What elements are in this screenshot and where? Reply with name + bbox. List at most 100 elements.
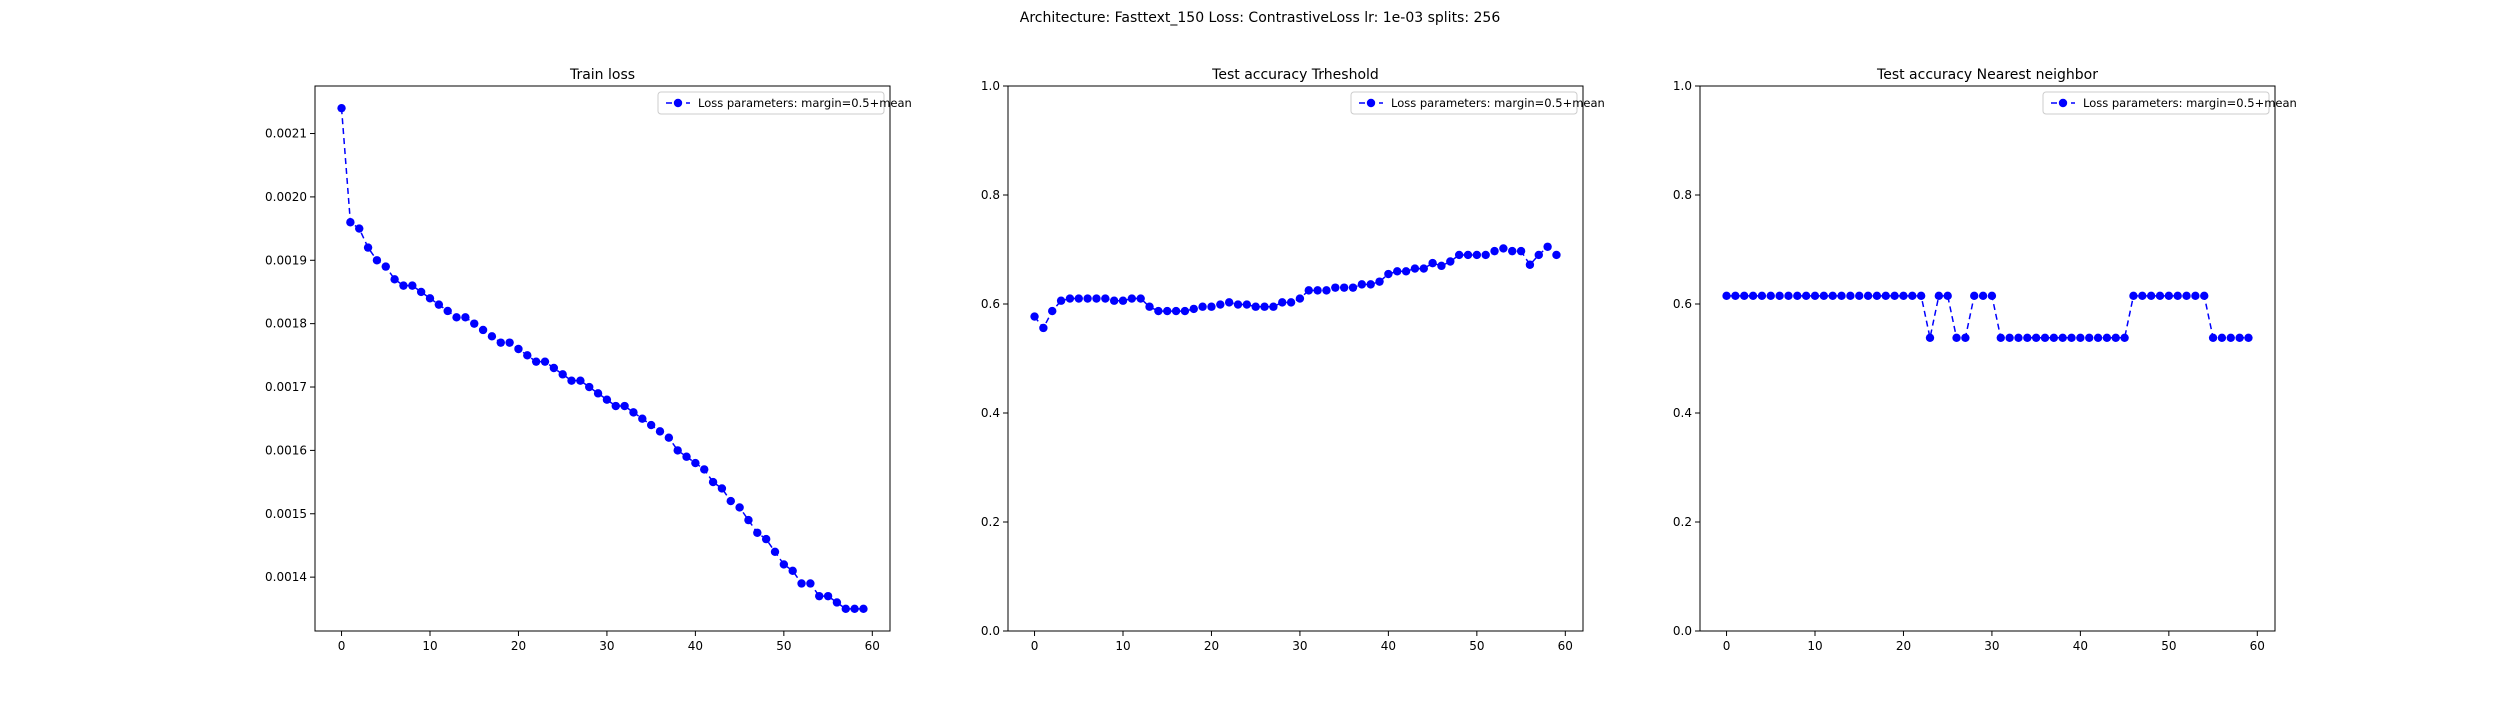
chart-2: Test accuracy Trheshold 0 10 20 30 40 50 60 0.0 0… (981, 67, 1605, 653)
x-tick-label: 30 (1292, 639, 1307, 653)
data-point (416, 287, 426, 297)
data-point (859, 604, 868, 614)
y-tick-label: 0.0015 (265, 507, 307, 521)
data-point (1472, 250, 1482, 260)
data-point (832, 598, 842, 607)
y-tick-label: 0.4 (1673, 406, 1692, 420)
data-point (700, 465, 709, 474)
data-point (1375, 277, 1384, 286)
data-point (850, 604, 859, 614)
data-point (1446, 257, 1455, 266)
data-point (1793, 291, 1802, 301)
data-point (2191, 291, 2200, 301)
y-tick-label: 0.8 (1673, 188, 1692, 202)
data-point (1490, 246, 1499, 256)
legend-box (1350, 91, 1578, 115)
data-point (1339, 283, 1349, 292)
data-point (408, 281, 417, 290)
data-point (2146, 291, 2156, 301)
y-tick-label: 0.6 (981, 297, 1000, 311)
data-point (2155, 291, 2165, 301)
data-point (2217, 333, 2227, 342)
legend-label: Loss parameters: margin=0.5+mean (698, 96, 912, 110)
x-tick-label: 60 (1558, 639, 1573, 653)
data-point (1056, 296, 1066, 305)
legend-marker (673, 98, 683, 108)
data-point (1233, 300, 1243, 309)
y-tick-label: 0.0018 (265, 317, 307, 331)
data-point (567, 376, 576, 385)
x-tick-label: 20 (1896, 639, 1911, 653)
x-tick-label: 10 (422, 639, 437, 653)
data-point (717, 484, 727, 493)
data-point (1357, 280, 1367, 289)
data-point (2138, 291, 2147, 301)
x-tick-label: 10 (1807, 639, 1822, 653)
data-point (2182, 291, 2191, 301)
legend-marker (1366, 98, 1376, 108)
data-point (1481, 250, 1490, 260)
data-point (691, 458, 700, 468)
data-point (1970, 291, 1979, 301)
plot-frame (1007, 85, 1584, 632)
legend-label: Loss parameters: margin=0.5+mean (2083, 96, 2297, 110)
data-point (1899, 291, 1908, 301)
y-tick-label: 0.0021 (265, 127, 307, 141)
data-point (523, 351, 532, 360)
data-point (620, 401, 629, 411)
data-point (1048, 306, 1057, 316)
x-tick-label: 10 (1115, 639, 1130, 653)
data-point (1863, 291, 1873, 301)
data-point (390, 275, 399, 284)
y-tick-label: 0.0019 (265, 253, 307, 267)
data-point (2031, 333, 2041, 342)
data-point (1516, 246, 1526, 256)
data-point (735, 503, 744, 512)
x-tick-label: 50 (776, 639, 791, 653)
data-point (770, 547, 780, 556)
y-tick-label: 1.0 (1673, 79, 1692, 93)
data-point (505, 338, 514, 347)
data-point (1508, 246, 1517, 256)
data-point (1996, 333, 2005, 342)
data-point (425, 294, 435, 303)
data-point (1987, 291, 1997, 301)
data-point (815, 591, 824, 601)
data-point (399, 281, 408, 290)
data-point (1428, 258, 1437, 268)
data-point (1943, 291, 1952, 301)
data-point (461, 313, 470, 322)
x-tick-label: 40 (688, 639, 703, 653)
figure-suptitle: Architecture: Fasttext_150 Loss: Contras… (1019, 10, 1501, 26)
data-point (753, 528, 762, 537)
data-point (1366, 280, 1375, 289)
data-point (372, 256, 382, 265)
data-point (1934, 291, 1944, 301)
data-point (1499, 244, 1508, 253)
data-point (1154, 306, 1163, 316)
data-point (761, 534, 771, 544)
data-point (1313, 286, 1322, 295)
data-point (1092, 294, 1101, 303)
data-point (1251, 302, 1260, 311)
data-point (1286, 298, 1296, 307)
data-point (549, 363, 559, 373)
data-point (496, 338, 505, 347)
data-point (2085, 333, 2094, 342)
data-point (1748, 291, 1758, 301)
data-point (1952, 333, 1961, 342)
y-tick-label: 0.0016 (265, 443, 307, 457)
x-tick-label: 40 (2073, 639, 2088, 653)
data-point (1278, 298, 1287, 307)
data-point (1207, 302, 1216, 311)
data-point (1260, 302, 1269, 311)
data-point (363, 243, 373, 252)
data-point (2226, 333, 2235, 342)
data-point (593, 389, 603, 398)
y-tick-label: 1.0 (981, 79, 1000, 93)
data-point (1083, 294, 1092, 303)
data-point (1101, 294, 1110, 303)
data-point (1242, 300, 1252, 309)
